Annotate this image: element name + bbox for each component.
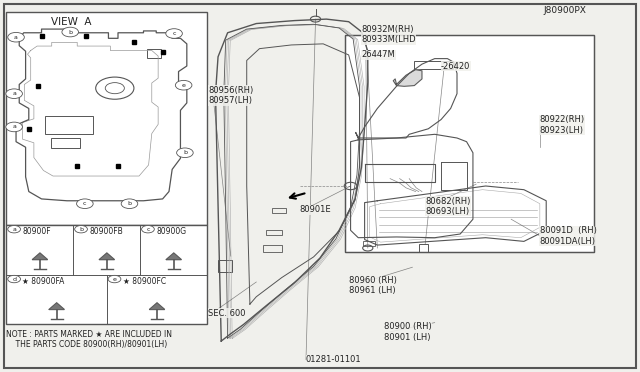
Circle shape <box>108 275 121 283</box>
Circle shape <box>8 275 20 283</box>
Circle shape <box>62 27 79 37</box>
Text: 01281-01101: 01281-01101 <box>306 355 362 364</box>
Bar <box>262 245 282 253</box>
Text: c: c <box>172 31 176 36</box>
Text: ★ 80900FC: ★ 80900FC <box>123 277 166 286</box>
Text: 80932M(RH)
80933M(LHD: 80932M(RH) 80933M(LHD <box>362 25 416 44</box>
Bar <box>346 35 594 253</box>
Bar <box>414 61 452 69</box>
Text: J80900PX: J80900PX <box>543 6 586 15</box>
Text: a: a <box>12 91 16 96</box>
Circle shape <box>121 199 138 209</box>
Text: e: e <box>182 83 186 88</box>
Polygon shape <box>394 70 422 86</box>
Text: -26420: -26420 <box>441 61 470 71</box>
Circle shape <box>6 89 22 99</box>
Circle shape <box>166 29 182 38</box>
Circle shape <box>75 225 88 233</box>
Text: 80960 (RH)
80961 (LH): 80960 (RH) 80961 (LH) <box>349 276 397 295</box>
Text: b: b <box>183 150 187 155</box>
Bar <box>218 260 232 272</box>
Text: c: c <box>83 201 86 206</box>
Polygon shape <box>149 303 164 310</box>
Text: 80901E: 80901E <box>300 205 332 215</box>
Text: a: a <box>12 227 16 232</box>
Bar <box>45 116 93 134</box>
Text: 26447M: 26447M <box>362 51 395 60</box>
Polygon shape <box>32 253 47 260</box>
Text: VIEW  A: VIEW A <box>51 17 92 27</box>
Bar <box>266 230 282 235</box>
Circle shape <box>8 225 20 233</box>
Bar <box>419 244 428 252</box>
Bar <box>346 35 594 253</box>
Text: 80682(RH)
80693(LH): 80682(RH) 80693(LH) <box>425 197 470 216</box>
Circle shape <box>175 80 192 90</box>
Polygon shape <box>99 253 115 260</box>
Circle shape <box>177 148 193 158</box>
Bar <box>6 13 207 225</box>
Text: SEC. 600: SEC. 600 <box>209 309 246 318</box>
Polygon shape <box>166 253 181 260</box>
Text: a: a <box>14 35 18 40</box>
Text: 80922(RH)
80923(LH): 80922(RH) 80923(LH) <box>540 115 585 135</box>
Text: a: a <box>12 124 16 129</box>
Text: NOTE : PARTS MARKED ★ ARE INCLUDED IN
    THE PARTS CODE 80900(RH)/80901(LH): NOTE : PARTS MARKED ★ ARE INCLUDED IN TH… <box>6 330 173 349</box>
Bar <box>272 208 286 213</box>
Circle shape <box>8 32 24 42</box>
Text: 80900G: 80900G <box>156 227 186 236</box>
Text: c: c <box>146 227 150 232</box>
Circle shape <box>6 122 22 132</box>
Text: 80091D  (RH)
80091DA(LH): 80091D (RH) 80091DA(LH) <box>540 226 596 246</box>
Circle shape <box>77 199 93 209</box>
Text: 80900F: 80900F <box>22 227 51 236</box>
Bar <box>51 138 80 148</box>
Text: b: b <box>79 227 83 232</box>
Text: 80900 (RH)
80901 (LH): 80900 (RH) 80901 (LH) <box>384 322 431 341</box>
Text: 80900FB: 80900FB <box>90 227 123 236</box>
Text: b: b <box>127 201 131 206</box>
Polygon shape <box>49 303 64 310</box>
Text: 80956(RH)
80957(LH): 80956(RH) 80957(LH) <box>209 86 253 105</box>
Circle shape <box>141 225 154 233</box>
Bar <box>147 49 161 58</box>
Bar <box>363 241 376 246</box>
Text: b: b <box>68 29 72 35</box>
Text: d: d <box>12 276 16 282</box>
Text: ★ 80900FA: ★ 80900FA <box>22 277 65 286</box>
Bar <box>6 225 207 324</box>
Text: e: e <box>113 276 116 282</box>
